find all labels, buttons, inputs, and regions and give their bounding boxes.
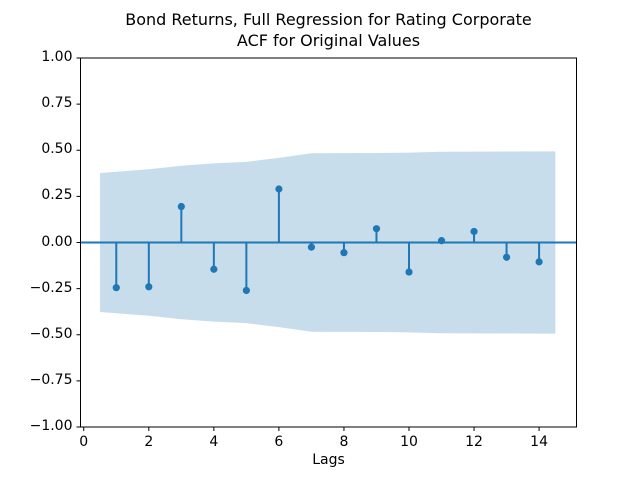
x-tick-label: 10	[400, 434, 418, 450]
stem-marker	[112, 284, 120, 292]
chart-title: Bond Returns, Full Regression for Rating…	[80, 9, 577, 51]
chart-title-line1: Bond Returns, Full Regression for Rating…	[125, 10, 532, 29]
y-tick-label: 1.00	[41, 49, 73, 65]
x-tick-label: 14	[530, 434, 549, 450]
stem-marker	[470, 227, 478, 236]
stem-marker	[210, 265, 218, 273]
stem-marker	[437, 237, 446, 245]
stem-marker	[535, 258, 543, 266]
stem-marker	[145, 283, 153, 291]
x-tick-label: 2	[144, 434, 154, 450]
stem-marker	[242, 286, 250, 295]
y-tick-label: 0.25	[41, 187, 73, 204]
y-tick-label: 0.75	[41, 95, 73, 112]
y-tick-label: −0.25	[29, 279, 73, 296]
stem-marker	[177, 202, 185, 211]
y-tick-label: 0.50	[41, 141, 73, 158]
y-tick-label: −0.50	[29, 325, 73, 342]
stem-marker	[502, 253, 511, 261]
y-tick-label: −0.75	[29, 371, 73, 388]
stem-marker	[275, 185, 283, 193]
y-tick-label: −1.00	[29, 418, 73, 434]
stem-marker	[405, 268, 413, 276]
chart-title-line2: ACF for Original Values	[236, 31, 421, 50]
x-tick-label: 6	[274, 434, 284, 450]
x-tick-label: 4	[209, 434, 219, 450]
y-tick-label: 0.00	[41, 233, 73, 250]
stem-marker	[307, 243, 316, 251]
x-tick-label: 0	[79, 434, 89, 450]
x-tick-label: 8	[339, 434, 349, 450]
x-tick-label: 12	[465, 434, 483, 450]
stem-marker	[372, 225, 381, 233]
stem-marker	[340, 249, 348, 257]
x-axis-label: Lags	[312, 452, 345, 468]
